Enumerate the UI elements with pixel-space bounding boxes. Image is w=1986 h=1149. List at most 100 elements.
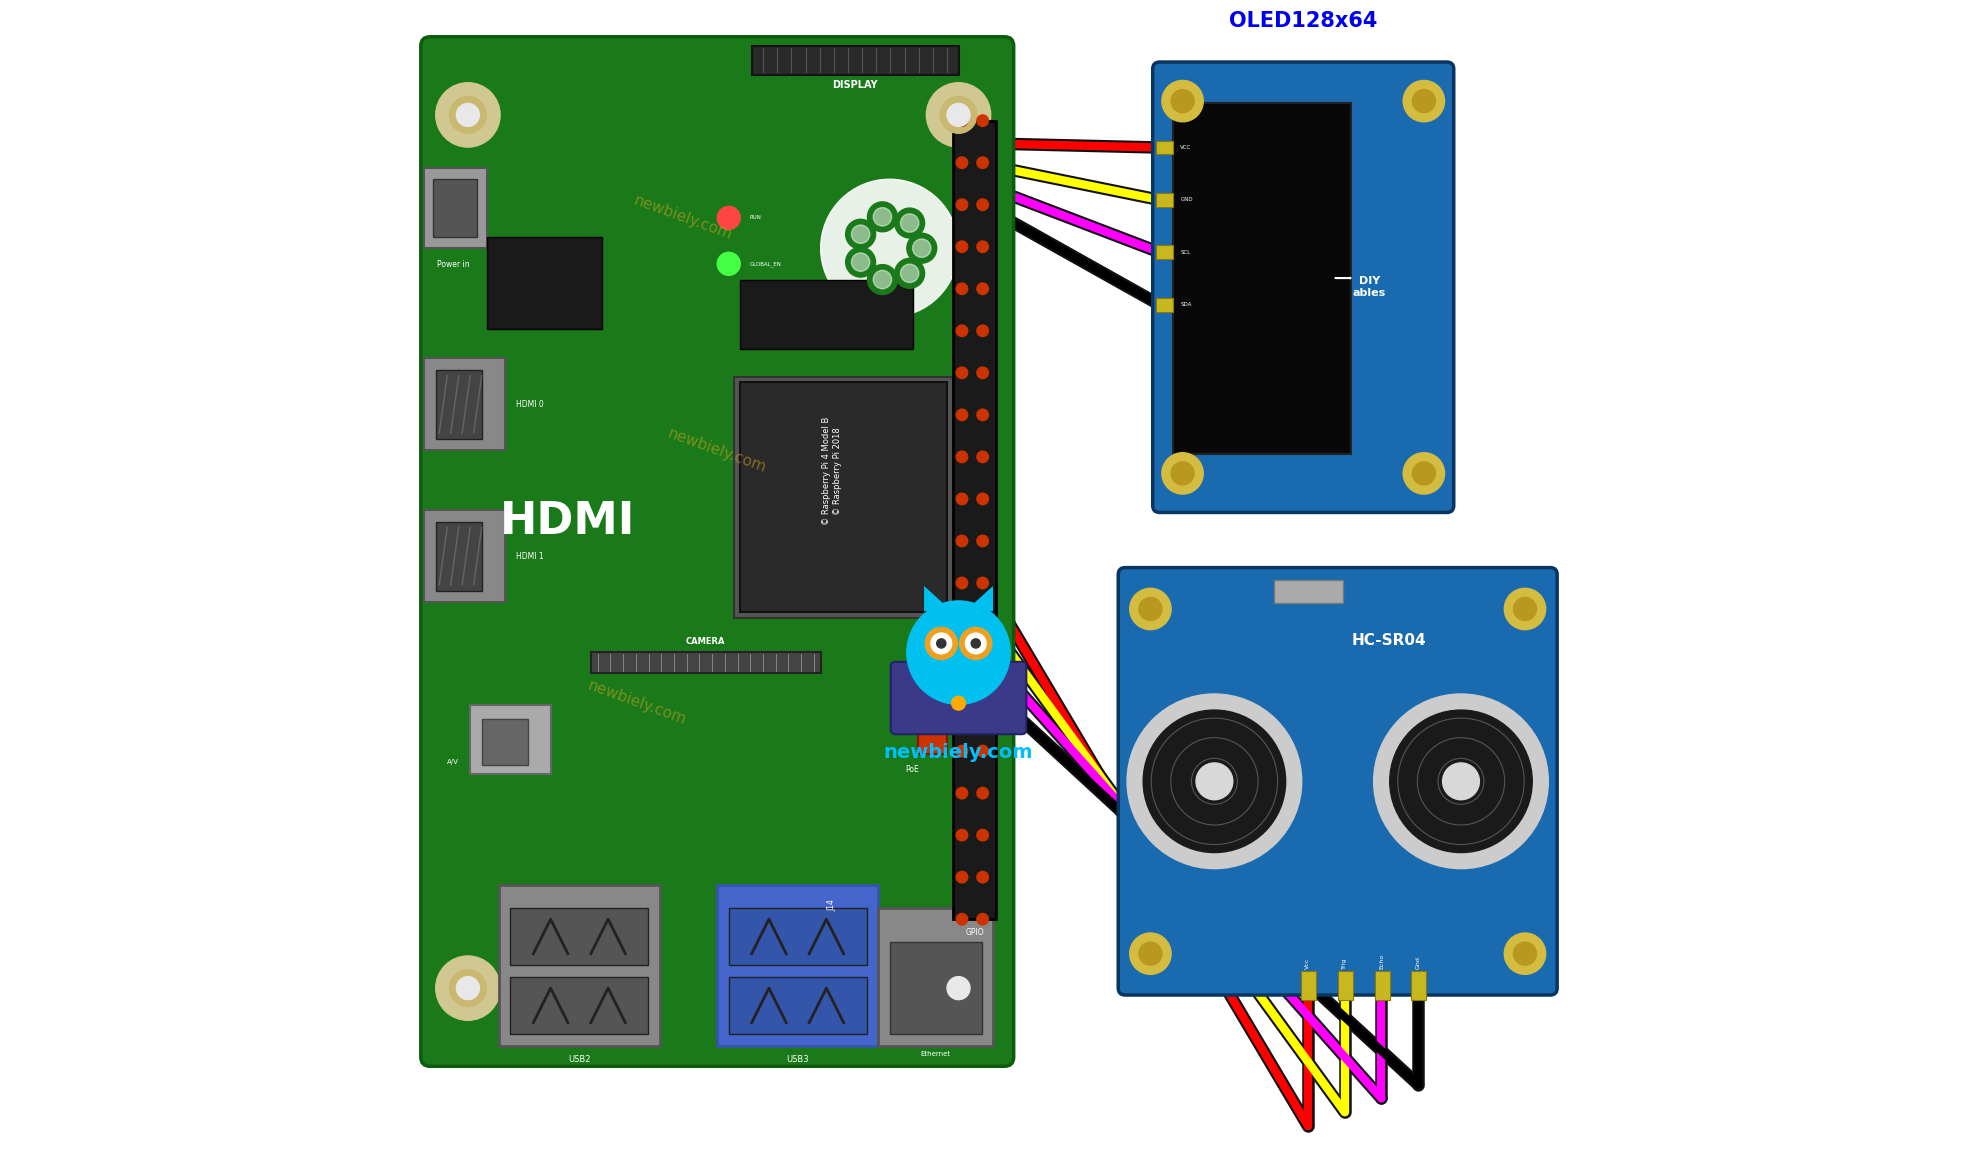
Bar [435,370,483,439]
Circle shape [977,787,989,799]
Text: RUN: RUN [749,215,761,221]
Circle shape [977,241,989,253]
Circle shape [1130,933,1172,974]
Circle shape [937,639,945,648]
Circle shape [1144,710,1285,853]
Circle shape [1513,597,1537,620]
Bar [498,885,659,1046]
Text: PoE: PoE [906,765,920,774]
Bar [890,942,981,1034]
Circle shape [971,639,981,648]
Circle shape [852,253,870,271]
Bar [487,237,602,329]
Bar [510,908,647,965]
Circle shape [874,270,892,288]
Circle shape [977,157,989,169]
Text: SCL: SCL [1180,249,1190,255]
Circle shape [435,956,500,1020]
Text: CAMERA: CAMERA [685,638,725,647]
Circle shape [435,83,500,147]
Circle shape [1138,597,1162,620]
Text: Ethernet: Ethernet [920,1051,951,1057]
Circle shape [955,830,967,841]
Text: newbiely.com: newbiely.com [632,193,735,242]
Text: HC-SR04: HC-SR04 [1350,633,1426,648]
Circle shape [955,452,967,463]
Circle shape [1404,453,1444,494]
Text: J14: J14 [828,900,836,911]
Text: Trig: Trig [1343,957,1347,969]
Circle shape [955,577,967,588]
Circle shape [1513,942,1537,965]
Text: GPIO: GPIO [965,928,983,938]
Circle shape [900,264,920,283]
Circle shape [955,787,967,799]
Circle shape [977,703,989,715]
Circle shape [977,619,989,631]
Text: GND: GND [1180,198,1194,202]
Circle shape [925,627,957,660]
Circle shape [939,970,977,1007]
Circle shape [965,633,987,654]
Bar [1273,580,1343,603]
Bar [953,121,997,919]
Circle shape [977,115,989,126]
Circle shape [977,746,989,757]
Circle shape [1412,462,1436,485]
Circle shape [977,871,989,882]
Circle shape [908,601,1011,704]
Bar [425,358,504,450]
Bar [878,908,993,1046]
Circle shape [1172,462,1194,485]
Circle shape [977,452,989,463]
Text: © Raspberry Pi 4 Model B
© Raspberry Pi 2018: © Raspberry Pi 4 Model B © Raspberry Pi … [822,416,842,525]
Text: HDMI: HDMI [500,500,636,542]
Circle shape [959,627,991,660]
Circle shape [955,913,967,925]
Circle shape [925,956,991,1020]
Polygon shape [923,586,949,611]
FancyBboxPatch shape [892,662,1027,734]
Circle shape [955,367,967,378]
Text: SDA: SDA [1180,302,1192,307]
Bar [510,977,647,1034]
Text: HDMI 1: HDMI 1 [516,552,544,561]
Circle shape [846,247,876,277]
Circle shape [914,239,931,257]
Circle shape [955,409,967,421]
Circle shape [1404,80,1444,122]
Circle shape [977,577,989,588]
Text: newbiely.com: newbiely.com [665,425,769,476]
Circle shape [977,409,989,421]
Circle shape [977,662,989,673]
Circle shape [977,325,989,337]
Text: A/V: A/V [447,759,459,765]
Circle shape [1374,694,1549,869]
Circle shape [896,208,925,238]
Bar [433,179,477,237]
Circle shape [900,214,920,232]
Circle shape [947,103,969,126]
Bar [717,885,878,1046]
Circle shape [955,703,967,715]
Circle shape [939,97,977,133]
Circle shape [951,696,965,710]
Bar [729,908,866,965]
Text: VCC: VCC [1180,145,1192,151]
Text: OLED128x64: OLED128x64 [1229,11,1378,31]
FancyBboxPatch shape [1118,568,1557,995]
Text: USB2: USB2 [568,1055,590,1064]
Bar [1374,971,1390,1000]
Circle shape [1442,763,1480,800]
Circle shape [846,219,876,249]
Circle shape [1162,453,1204,494]
Circle shape [717,253,741,276]
Bar [1174,103,1352,454]
Circle shape [1130,588,1172,630]
Text: Vcc: Vcc [1305,957,1311,969]
Bar [1156,298,1174,311]
Circle shape [947,977,969,1000]
Circle shape [955,535,967,547]
Circle shape [1503,933,1545,974]
Circle shape [1138,942,1162,965]
